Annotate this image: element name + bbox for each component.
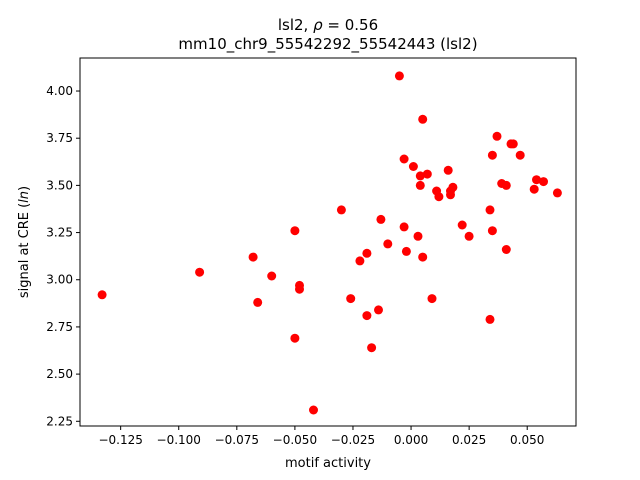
data-point-25 xyxy=(415,171,425,181)
data-point-53 xyxy=(552,188,562,198)
data-point-49 xyxy=(515,150,525,160)
plot-area xyxy=(97,71,562,415)
data-point-15 xyxy=(367,343,377,353)
data-point-45 xyxy=(501,180,511,190)
x-tick-label-2: −0.075 xyxy=(215,433,259,447)
data-point-4 xyxy=(267,271,277,281)
data-point-10 xyxy=(336,205,346,215)
data-point-8 xyxy=(295,284,304,294)
y-axis: 2.25 2.50 2.75 3.00 3.25 3.50 3.75 4.00 xyxy=(46,84,80,428)
x-tick-label-3: −0.050 xyxy=(273,433,317,447)
y-axis-label: signal at CRE (ln) xyxy=(17,186,32,298)
data-point-24 xyxy=(413,231,423,241)
data-point-41 xyxy=(487,150,497,160)
data-point-16 xyxy=(374,305,383,315)
data-point-39 xyxy=(485,205,495,215)
data-point-9 xyxy=(309,405,318,415)
data-point-29 xyxy=(422,169,432,179)
y-tick-label-0: 2.25 xyxy=(46,414,73,428)
data-point-3 xyxy=(253,297,263,307)
data-point-40 xyxy=(485,314,495,324)
y-tick-label-2: 2.75 xyxy=(46,320,73,334)
chart-title-line2: mm10_chr9_55542292_55542443 (lsl2) xyxy=(178,35,477,54)
data-point-50 xyxy=(529,184,539,194)
data-point-23 xyxy=(408,162,418,171)
data-point-51 xyxy=(532,175,541,185)
y-tick-label-1: 2.50 xyxy=(46,367,73,381)
y-tick-label-4: 3.25 xyxy=(46,226,73,240)
data-point-5 xyxy=(290,226,300,236)
data-point-32 xyxy=(434,192,444,202)
x-tick-label-6: 0.025 xyxy=(452,433,486,447)
data-point-0 xyxy=(97,290,107,300)
data-point-20 xyxy=(399,154,409,164)
data-point-22 xyxy=(401,246,411,256)
data-point-28 xyxy=(418,114,428,124)
x-tick-label-4: −0.025 xyxy=(331,433,375,447)
data-point-13 xyxy=(362,311,372,321)
data-point-6 xyxy=(290,333,300,343)
y-tick-label-6: 3.75 xyxy=(46,131,73,145)
data-point-43 xyxy=(492,131,502,141)
data-point-17 xyxy=(376,214,386,224)
x-tick-label-1: −0.100 xyxy=(157,433,201,447)
chart-title-line1: lsl2, ρ = 0.56 xyxy=(278,16,378,34)
data-point-18 xyxy=(383,239,393,249)
data-point-35 xyxy=(446,190,455,200)
data-point-11 xyxy=(346,294,356,304)
data-point-38 xyxy=(464,231,474,241)
data-point-42 xyxy=(487,226,497,236)
plot-frame xyxy=(79,57,577,427)
data-point-27 xyxy=(418,252,428,262)
data-point-19 xyxy=(394,71,404,81)
y-tick-label-5: 3.50 xyxy=(46,178,73,192)
data-point-14 xyxy=(362,248,372,258)
x-axis-label: motif activity xyxy=(285,456,371,471)
data-point-12 xyxy=(355,256,365,266)
x-axis: −0.125 −0.100 −0.075 −0.050 −0.025 0.000 0.025… xyxy=(98,426,544,447)
data-point-1 xyxy=(195,267,205,277)
data-point-2 xyxy=(248,252,258,262)
data-point-33 xyxy=(443,165,453,175)
x-tick-label-0: −0.125 xyxy=(98,433,142,447)
data-point-52 xyxy=(539,177,548,187)
data-point-48 xyxy=(508,139,518,149)
y-tick-label-3: 3.00 xyxy=(46,273,73,287)
data-point-46 xyxy=(501,245,511,254)
y-tick-label-7: 4.00 xyxy=(46,84,73,98)
data-point-26 xyxy=(415,180,425,190)
data-point-21 xyxy=(399,222,409,232)
x-tick-label-5: 0.000 xyxy=(394,433,428,447)
data-point-37 xyxy=(457,220,467,230)
data-point-30 xyxy=(427,294,437,304)
data-point-36 xyxy=(448,182,458,192)
x-tick-label-7: 0.050 xyxy=(510,433,544,447)
